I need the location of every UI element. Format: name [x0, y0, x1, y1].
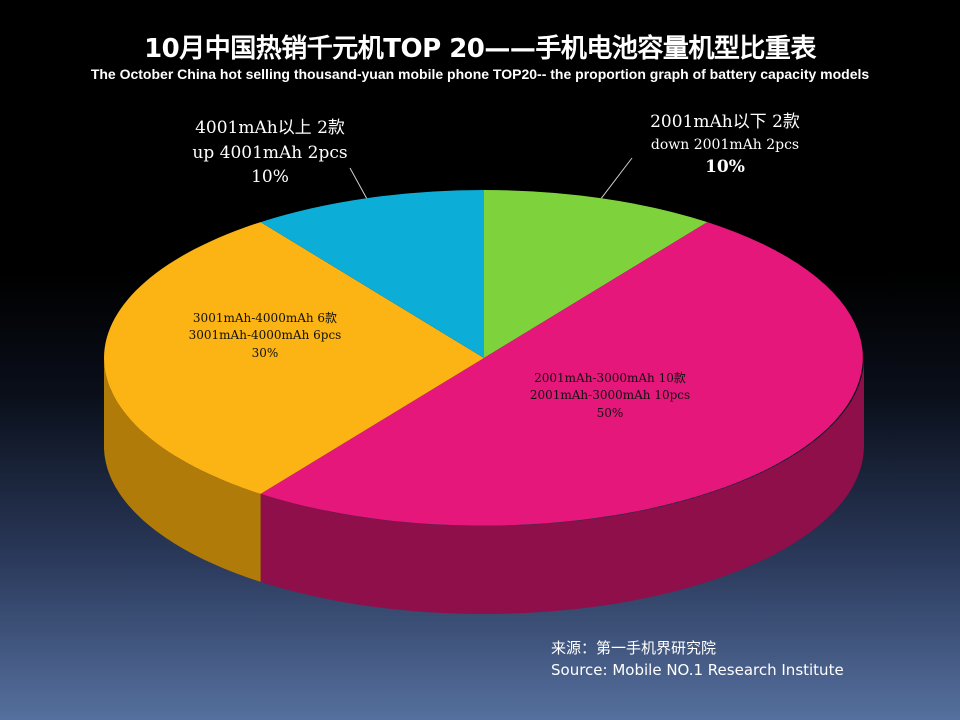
- source-note: 来源：第一手机界研究院 Source: Mobile NO.1 Research…: [551, 637, 844, 681]
- slice-label-down-2001: 2001mAh以下 2款 down 2001mAh 2pcs 10%: [620, 110, 830, 180]
- slice-label-3001-4000: 3001mAh-4000mAh 6款 3001mAh-4000mAh 6pcs …: [165, 310, 365, 362]
- source-line-en: Source: Mobile NO.1 Research Institute: [551, 661, 844, 679]
- chart-title: 10月中国热销千元机TOP 20——手机电池容量机型比重表: [144, 34, 816, 64]
- slice-label-up-4001: 4001mAh以上 2款 up 4001mAh 2pcs 10%: [170, 116, 370, 190]
- chart-subtitle: The October China hot selling thousand-y…: [90, 66, 870, 82]
- pie-slice-up-4001: [260, 190, 484, 358]
- leader-line-down-2001: [601, 157, 633, 199]
- slice-label-down-2001-pct: 10%: [705, 156, 745, 177]
- slice-label-up-4001-pct: 10%: [251, 167, 289, 188]
- pie-slice-3001-4000: [104, 222, 484, 494]
- slice-label-up-4001-line1: 4001mAh以上 2款: [195, 118, 345, 138]
- slice-label-down-2001-line2: down 2001mAh 2pcs: [650, 136, 800, 153]
- slice-label-2001-3000-line2: 2001mAh-3000mAh 10pcs: [529, 388, 691, 403]
- slice-label-2001-3000: 2001mAh-3000mAh 10款 2001mAh-3000mAh 10pc…: [500, 370, 720, 422]
- slice-label-3001-4000-pct: 30%: [251, 345, 279, 360]
- slice-label-2001-3000-line1: 2001mAh-3000mAh 10款: [534, 371, 686, 385]
- slice-label-down-2001-line1: 2001mAh以下 2款: [650, 112, 800, 132]
- pie-slice-2001-3000: [260, 222, 863, 526]
- slice-label-3001-4000-line2: 3001mAh-4000mAh 6pcs: [188, 328, 342, 343]
- pie-side-2001-3000: [260, 358, 865, 614]
- pie-side-3001-4000: [104, 358, 261, 582]
- source-line-cn: 来源：第一手机界研究院: [551, 639, 717, 657]
- slice-label-3001-4000-line1: 3001mAh-4000mAh 6款: [192, 311, 338, 325]
- slice-label-2001-3000-pct: 50%: [596, 405, 624, 420]
- leader-line-up-4001: [349, 167, 368, 199]
- slice-label-up-4001-line2: up 4001mAh 2pcs: [192, 142, 348, 163]
- pie-slice-down-2001: [484, 190, 708, 358]
